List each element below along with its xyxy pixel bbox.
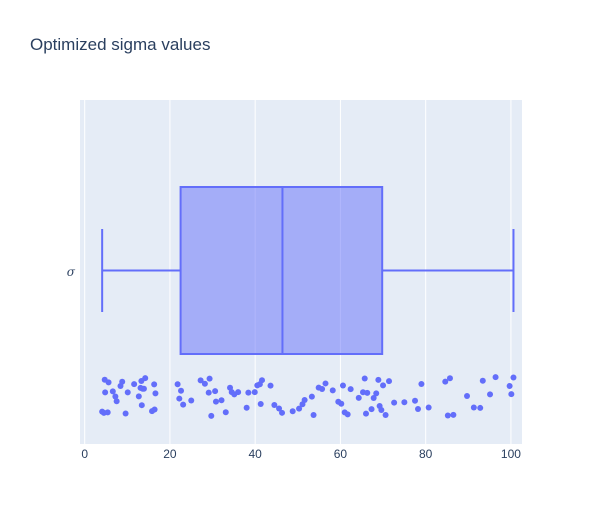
- data-point-81: [380, 382, 387, 389]
- data-point-49: [259, 377, 265, 384]
- data-point-27: [178, 387, 185, 394]
- data-point-85: [401, 399, 408, 406]
- data-point-33: [206, 375, 213, 382]
- data-point-86: [412, 397, 419, 404]
- data-point-98: [487, 391, 494, 398]
- data-point-12: [124, 389, 131, 396]
- data-point-82: [382, 412, 389, 419]
- data-point-37: [218, 397, 225, 404]
- data-point-4: [104, 409, 111, 416]
- data-point-36: [212, 398, 219, 405]
- data-point-61: [319, 385, 326, 392]
- data-point-76: [370, 394, 377, 401]
- data-point-13: [131, 381, 138, 388]
- data-point-102: [510, 374, 517, 381]
- data-point-14: [135, 393, 142, 400]
- data-point-97: [479, 377, 486, 384]
- category-label-sigma: σ: [67, 265, 76, 279]
- data-point-48: [257, 401, 264, 408]
- data-point-78: [375, 376, 382, 383]
- x-tick-label-80: 80: [419, 447, 433, 461]
- data-point-70: [355, 394, 362, 401]
- data-point-45: [251, 389, 258, 396]
- data-point-65: [338, 400, 345, 407]
- data-point-19: [140, 385, 147, 392]
- data-point-51: [271, 401, 278, 408]
- data-point-38: [222, 409, 229, 416]
- box-iqr: [179, 186, 384, 355]
- data-point-57: [301, 397, 308, 404]
- data-point-59: [310, 411, 317, 418]
- data-point-101: [508, 391, 515, 398]
- data-point-22: [151, 381, 158, 388]
- data-point-99: [492, 374, 499, 381]
- data-point-63: [329, 387, 336, 394]
- data-point-54: [289, 408, 296, 415]
- data-point-90: [442, 378, 449, 385]
- data-point-32: [205, 389, 212, 396]
- data-point-80: [378, 407, 385, 414]
- x-tick-label-100: 100: [501, 447, 521, 461]
- data-point-100: [506, 382, 513, 389]
- data-point-43: [243, 404, 250, 411]
- data-point-95: [470, 404, 477, 411]
- data-point-29: [188, 397, 195, 404]
- x-tick-label-0: 0: [81, 447, 88, 461]
- data-point-44: [245, 389, 252, 396]
- data-point-68: [344, 411, 351, 418]
- data-point-62: [322, 380, 329, 387]
- data-point-91: [444, 412, 451, 419]
- data-point-74: [364, 389, 371, 396]
- data-point-53: [279, 409, 286, 416]
- data-point-31: [201, 380, 208, 387]
- data-point-55: [296, 405, 303, 412]
- data-point-42: [235, 389, 242, 396]
- data-point-50: [267, 382, 274, 389]
- data-point-26: [176, 395, 183, 402]
- data-point-73: [363, 410, 369, 417]
- data-point-5: [105, 379, 112, 386]
- data-point-34: [208, 412, 215, 419]
- data-point-3: [102, 389, 109, 396]
- data-point-10: [119, 378, 126, 385]
- data-point-69: [347, 386, 354, 393]
- data-point-30: [197, 377, 204, 384]
- data-point-58: [308, 393, 315, 400]
- data-point-52: [276, 405, 283, 412]
- data-point-23: [151, 406, 158, 413]
- data-point-83: [386, 378, 393, 385]
- data-point-25: [174, 381, 181, 388]
- jitter-points: [99, 374, 517, 419]
- chart-title: Optimized sigma values: [30, 35, 210, 54]
- x-tick-label-60: 60: [334, 447, 348, 461]
- data-point-92: [446, 375, 453, 382]
- data-point-94: [464, 392, 471, 399]
- data-point-24: [152, 390, 159, 397]
- data-point-11: [122, 410, 129, 417]
- data-point-6: [109, 388, 116, 395]
- data-point-87: [415, 405, 421, 412]
- data-point-89: [425, 404, 432, 411]
- data-point-96: [477, 404, 484, 411]
- data-point-7: [112, 393, 119, 400]
- data-point-72: [361, 375, 368, 382]
- data-point-8: [113, 398, 120, 405]
- data-point-93: [450, 411, 457, 418]
- data-point-88: [418, 381, 425, 388]
- box-trace: [101, 186, 515, 355]
- data-point-66: [339, 382, 346, 389]
- data-point-75: [368, 406, 375, 413]
- data-point-20: [142, 375, 149, 382]
- data-point-17: [138, 402, 145, 409]
- x-axis-ticks: 0 20 40 60 80 100: [81, 447, 521, 461]
- data-point-77: [373, 390, 380, 397]
- data-point-28: [180, 401, 187, 408]
- x-tick-label-40: 40: [249, 447, 263, 461]
- data-point-84: [391, 399, 398, 406]
- x-tick-label-20: 20: [163, 447, 177, 461]
- data-point-35: [212, 388, 219, 395]
